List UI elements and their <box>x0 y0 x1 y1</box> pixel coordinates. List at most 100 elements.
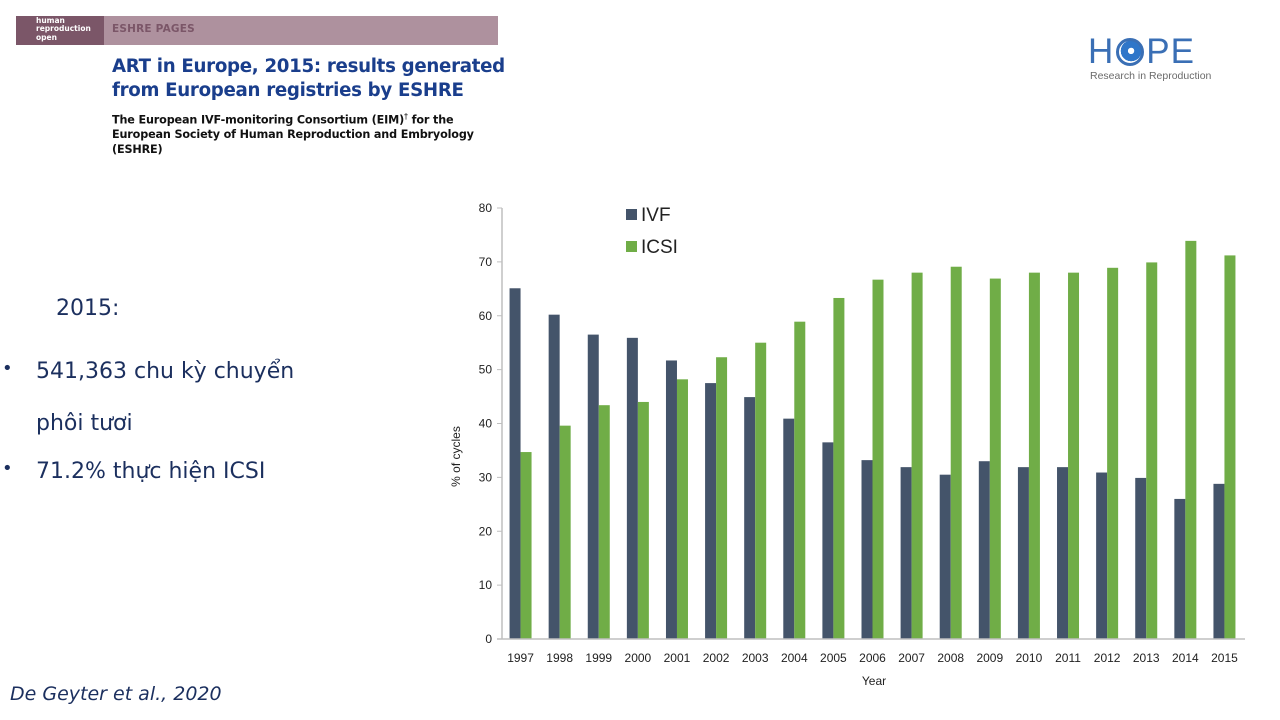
authors-for-the: for the <box>407 113 454 127</box>
journal-name-line: open <box>36 32 57 42</box>
bar-icsi-2008 <box>950 266 962 639</box>
journal-name-line: reproduction <box>36 24 91 34</box>
x-tick-label: 2007 <box>898 651 925 665</box>
bar-icsi-2001 <box>676 379 688 639</box>
y-tick-label: 60 <box>479 309 493 323</box>
bar-ivf-1997 <box>509 288 521 639</box>
bar-icsi-1999 <box>598 405 610 639</box>
bar-ivf-2008 <box>939 474 951 639</box>
bar-ivf-2003 <box>744 397 756 639</box>
bar-icsi-2013 <box>1146 262 1158 639</box>
logo-tagline: Research in Reproduction <box>1090 70 1212 82</box>
bullet-line: phôi tươi <box>36 411 133 436</box>
logo-letters-pe: PE <box>1146 32 1195 71</box>
bar-ivf-2011 <box>1057 467 1069 639</box>
bar-ivf-2013 <box>1135 477 1147 639</box>
journal-name-block: human reproduction open <box>16 16 104 45</box>
authors-line: (ESHRE) <box>112 142 163 156</box>
bar-icsi-2007 <box>911 272 923 639</box>
bar-icsi-2009 <box>989 278 1001 639</box>
x-tick-label: 2015 <box>1211 651 1238 665</box>
bar-icsi-2002 <box>716 357 728 639</box>
bar-ivf-2005 <box>822 442 834 639</box>
y-tick-label: 50 <box>479 363 493 377</box>
y-tick-label: 20 <box>479 524 493 538</box>
bar-ivf-2015 <box>1213 483 1225 639</box>
y-tick-label: 70 <box>479 255 493 269</box>
legend-swatch-ivf <box>626 209 637 220</box>
summary-year: 2015: <box>56 296 120 321</box>
x-tick-label: 2006 <box>859 651 886 665</box>
bar-icsi-2011 <box>1068 272 1080 639</box>
legend-swatch-icsi <box>626 241 637 252</box>
bullet-line: 541,363 chu kỳ chuyển <box>36 359 295 384</box>
x-tick-label: 2005 <box>820 651 847 665</box>
bullet-dot-icon: • <box>2 458 13 479</box>
legend-label-ivf: IVF <box>641 205 671 226</box>
paper-title-line: from European registries by ESHRE <box>112 80 464 101</box>
x-tick-label: 2001 <box>664 651 691 665</box>
axes-group: 1997 1998 1999 2000 2001 2002 2003 2004 2005 2006… <box>479 201 1245 665</box>
bullet-text: 541,363 chu kỳ chuyển phôi tươi <box>36 346 294 450</box>
paper-title: ART in Europe, 2015: results generated f… <box>112 55 512 103</box>
bar-ivf-1998 <box>548 314 560 639</box>
citation: De Geyter et al., 2020 <box>10 683 222 705</box>
legend: IVF ICSI <box>626 205 678 258</box>
x-tick-label: 2008 <box>937 651 964 665</box>
paper-authors: The European IVF-monitoring Consortium (… <box>112 110 512 157</box>
bar-icsi-2006 <box>872 279 884 639</box>
bullet-line: 71.2% thực hiện ICSI <box>36 459 266 484</box>
x-tick-label: 1997 <box>507 651 534 665</box>
bar-icsi-1998 <box>559 425 571 639</box>
x-tick-label: 2003 <box>742 651 769 665</box>
x-tick-label: 2013 <box>1133 651 1160 665</box>
logo-wordmark: H PE <box>1088 34 1195 70</box>
bar-icsi-2005 <box>833 297 845 639</box>
bar-chart: 1997 1998 1999 2000 2001 2002 2003 2004 2005 2006… <box>449 201 1245 688</box>
bar-icsi-2014 <box>1185 240 1197 639</box>
y-tick-label: 80 <box>479 201 493 215</box>
dagger-mark: † <box>404 112 408 121</box>
bar-icsi-2003 <box>755 342 767 639</box>
x-tick-label: 2014 <box>1172 651 1199 665</box>
bar-icsi-1997 <box>520 452 532 639</box>
bullet-text: 71.2% thực hiện ICSI <box>36 446 265 498</box>
x-tick-label: 2011 <box>1055 651 1081 665</box>
bar-ivf-2001 <box>665 360 677 639</box>
authors-consortium: The European IVF-monitoring Consortium (… <box>112 113 405 127</box>
x-tick-label: 1998 <box>546 651 573 665</box>
paper-title-line: ART in Europe, 2015: results generated <box>112 56 505 77</box>
bar-icsi-2012 <box>1107 267 1119 639</box>
bar-ivf-2010 <box>1017 467 1029 639</box>
hope-logo: H PE Research in Reproduction <box>1088 34 1212 84</box>
bullet-dot-icon: • <box>2 358 13 379</box>
authors-line: The European IVF-monitoring Consortium (… <box>112 110 512 128</box>
y-tick-label: 0 <box>485 632 492 646</box>
y-tick-label: 10 <box>479 578 493 592</box>
bar-ivf-2007 <box>900 467 912 639</box>
bar-ivf-2012 <box>1096 472 1108 639</box>
bar-ivf-2014 <box>1174 498 1186 639</box>
x-tick-label: 2012 <box>1094 651 1121 665</box>
bars-group <box>509 240 1236 639</box>
x-axis-title: Year <box>862 674 886 688</box>
x-tick-label: 2004 <box>781 651 808 665</box>
y-tick-label: 40 <box>479 417 493 431</box>
bar-ivf-2009 <box>978 461 990 639</box>
bar-ivf-2004 <box>783 418 795 639</box>
eye-icon <box>1116 38 1145 66</box>
bar-icsi-2004 <box>794 321 806 639</box>
x-tick-label: 2009 <box>976 651 1003 665</box>
bar-ivf-2002 <box>705 383 717 639</box>
authors-line: European Society of Human Reproduction a… <box>112 128 474 142</box>
journal-name-line: human <box>36 16 65 25</box>
bar-icsi-2015 <box>1224 255 1236 639</box>
bar-icsi-2000 <box>637 401 649 639</box>
x-tick-label: 2000 <box>625 651 652 665</box>
bar-ivf-2000 <box>626 337 638 639</box>
bar-ivf-2006 <box>861 460 873 639</box>
y-tick-label: 30 <box>479 470 493 484</box>
section-label: ESHRE PAGES <box>112 23 195 35</box>
x-tick-label: 2010 <box>1016 651 1043 665</box>
x-tick-label: 1999 <box>585 651 612 665</box>
